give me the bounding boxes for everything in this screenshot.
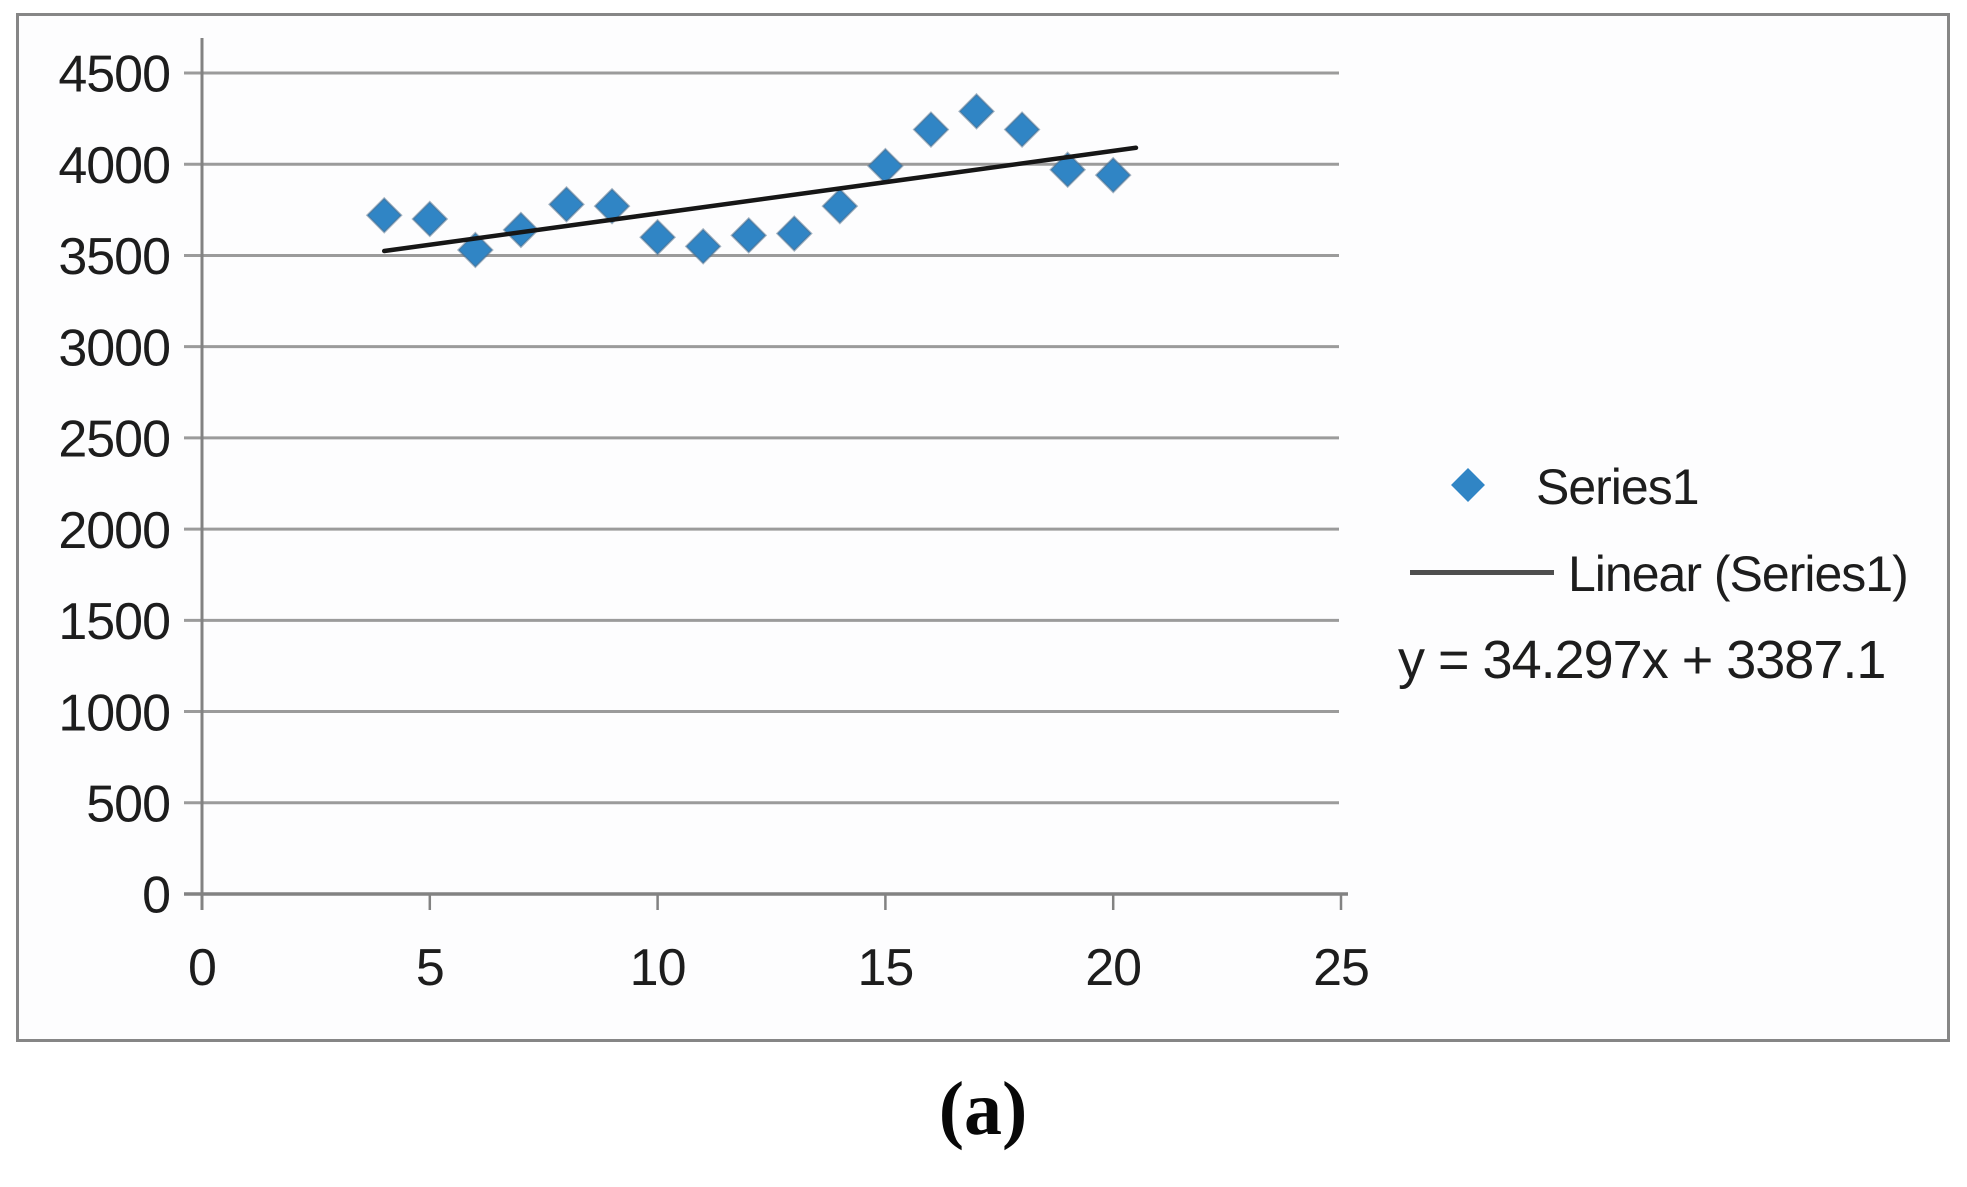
- trendline-equation: y = 34.297x + 3387.1: [1398, 630, 1886, 690]
- figure-caption: (a): [938, 1067, 1028, 1151]
- legend-trendline-label: Linear (Series1): [1568, 546, 1909, 602]
- chart-area: [16, 13, 1950, 1042]
- legend-trendline-sample-icon: [1410, 570, 1554, 575]
- legend-series1-label: Series1: [1536, 459, 1700, 515]
